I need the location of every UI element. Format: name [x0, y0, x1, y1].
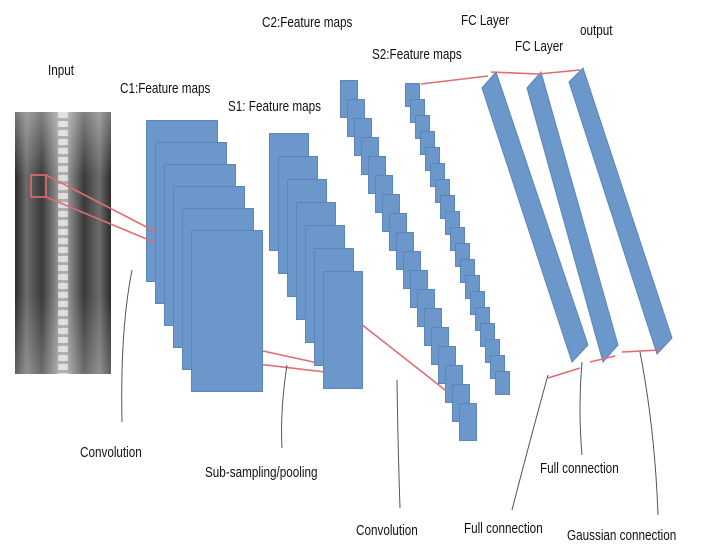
- input-receptive-field: [30, 174, 47, 198]
- label-s2: S2:Feature maps: [372, 46, 462, 63]
- label-s1: S1: Feature maps: [228, 98, 322, 115]
- label-full-connection-2: Full connection: [540, 460, 619, 477]
- label-convolution-1: Convolution: [80, 444, 142, 461]
- fc-layer-2: [526, 70, 619, 364]
- label-subsampling: Sub-sampling/pooling: [205, 464, 318, 481]
- label-output: output: [580, 22, 613, 39]
- label-full-connection-1: Full connection: [464, 520, 543, 537]
- xray-spine: [58, 112, 68, 374]
- label-convolution-2: Convolution: [356, 522, 418, 539]
- s2-map: [495, 371, 510, 395]
- leader-lines: [121, 269, 659, 516]
- c1-map: [191, 230, 263, 392]
- output-layer: [568, 67, 673, 355]
- label-c2: C2:Feature maps: [262, 14, 353, 31]
- label-c1: C1:Feature maps: [120, 80, 211, 97]
- label-input: Input: [48, 62, 75, 79]
- s1-map: [323, 271, 363, 389]
- label-gaussian-connection: Gaussian connection: [567, 527, 677, 544]
- label-fc2: FC Layer: [515, 38, 564, 55]
- label-fc1: FC Layer: [461, 12, 510, 29]
- input-xray-image: [15, 112, 111, 374]
- c2-map: [459, 403, 477, 441]
- fc-layer-1: [481, 71, 589, 363]
